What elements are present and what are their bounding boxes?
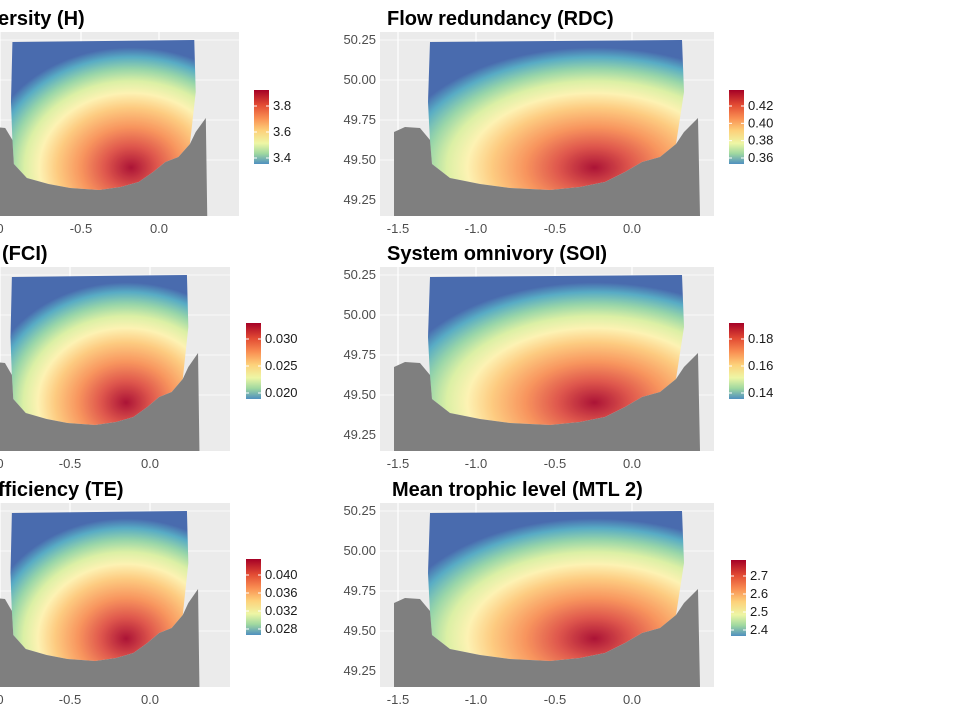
sea-texture — [10, 40, 196, 190]
panel-title: Mean trophic level (MTL 2) — [392, 479, 643, 501]
land-mass — [394, 353, 700, 451]
sea-heatmap — [428, 40, 684, 190]
y-tick-label: 50.25 — [343, 32, 376, 47]
legend-colorbar — [246, 323, 261, 399]
legend-tick-label: 2.4 — [750, 622, 768, 637]
x-tick-label: 0 — [0, 221, 4, 236]
legend-tick-label: 0.030 — [265, 331, 298, 346]
y-tick-label: 50.00 — [343, 72, 376, 87]
legend-tick-label: 0.18 — [748, 331, 773, 346]
panel-title: fficiency (TE) — [0, 479, 124, 501]
y-tick-label: 49.50 — [343, 152, 376, 167]
x-tick-label: -0.5 — [544, 456, 566, 471]
panel-title: System omnivory (SOI) — [387, 243, 608, 265]
legend-tick-label: 0.38 — [748, 133, 773, 148]
legend-tick-label: 0.036 — [265, 585, 298, 600]
x-tick-label: -1.0 — [465, 456, 487, 471]
legend-colorbar — [254, 90, 269, 164]
land-mass — [0, 118, 208, 216]
y-tick-label: 50.00 — [343, 543, 376, 558]
legend-tick-label: 0.020 — [265, 385, 298, 400]
y-tick-label: 50.25 — [343, 503, 376, 518]
map-panel: -1.5 -1.0 -0.5 0.0 50.25 50.00 49.75 49.50 49.25… — [343, 32, 773, 236]
legend-tick-label: 0.032 — [265, 603, 298, 618]
x-tick-label: 0.0 — [141, 692, 159, 707]
legend-tick-label: 0.040 — [265, 567, 298, 582]
sea-texture — [10, 511, 189, 661]
map-panel: -1.5 -1.0 -0.5 0.0 50.25 50.00 49.75 49.50 49.25… — [343, 267, 773, 471]
legend-colorbar — [246, 559, 261, 635]
legend-tick-label: 0.14 — [748, 385, 773, 400]
panel-title: (FCI) — [2, 243, 48, 265]
x-tick-label: -1.5 — [387, 221, 409, 236]
sea-heatmap — [10, 511, 189, 661]
sea-heatmap — [10, 40, 196, 190]
legend-tick-label: 0.42 — [748, 98, 773, 113]
x-tick-label: -1.0 — [465, 692, 487, 707]
x-tick-label: -0.5 — [59, 692, 81, 707]
x-tick-label: -0.5 — [59, 456, 81, 471]
x-tick-label: 0 — [0, 456, 4, 471]
legend-tick-label: 2.7 — [750, 568, 768, 583]
sea-heatmap — [428, 275, 684, 425]
x-tick-label: -1.5 — [387, 692, 409, 707]
x-tick-label: 0.0 — [623, 221, 641, 236]
sea-texture — [428, 275, 684, 425]
legend-colorbar — [729, 323, 744, 399]
y-tick-label: 49.50 — [343, 623, 376, 638]
y-tick-label: 49.75 — [343, 347, 376, 362]
land-mass — [394, 589, 700, 687]
x-tick-label: 0.0 — [623, 456, 641, 471]
y-tick-label: 49.25 — [343, 192, 376, 207]
y-tick-label: 49.75 — [343, 112, 376, 127]
x-tick-label: -0.5 — [544, 692, 566, 707]
x-tick-label: -1.0 — [465, 221, 487, 236]
legend-tick-label: 0.028 — [265, 621, 298, 636]
panel-title: Flow redundancy (RDC) — [387, 8, 614, 30]
x-tick-label: -0.5 — [544, 221, 566, 236]
land-mass — [394, 118, 700, 216]
legend-tick-label: 3.6 — [273, 124, 291, 139]
legend-tick-label: 0.16 — [748, 358, 773, 373]
y-tick-label: 49.25 — [343, 663, 376, 678]
sea-texture — [428, 40, 684, 190]
map-panel: -1.5 -1.0 -0.5 0.0 50.25 50.00 49.75 49.50 49.25… — [343, 503, 768, 707]
land-mass — [0, 353, 200, 451]
legend-tick-label: 3.8 — [273, 98, 291, 113]
legend-tick-label: 2.6 — [750, 586, 768, 601]
legend-tick-label: 0.36 — [748, 150, 773, 165]
legend-colorbar — [729, 90, 744, 164]
y-tick-label: 49.25 — [343, 427, 376, 442]
y-tick-label: 49.50 — [343, 387, 376, 402]
map-panel: 0 -0.5 0.0 3.8 3.6 3.4 — [0, 32, 291, 236]
legend-tick-label: 0.40 — [748, 115, 773, 130]
sea-heatmap — [10, 275, 189, 425]
legend-tick-label: 3.4 — [273, 150, 291, 165]
x-tick-label: 0.0 — [150, 221, 168, 236]
x-tick-label: -0.5 — [70, 221, 92, 236]
legend-tick-label: 0.025 — [265, 358, 298, 373]
map-panel: 0 -0.5 0.0 0.040 0.036 0.032 0.028 — [0, 503, 298, 707]
x-tick-label: -1.5 — [387, 456, 409, 471]
sea-texture — [10, 275, 189, 425]
y-tick-label: 49.75 — [343, 583, 376, 598]
y-tick-label: 50.00 — [343, 307, 376, 322]
x-tick-label: 0.0 — [141, 456, 159, 471]
sea-heatmap — [428, 511, 684, 661]
panel-title: ersity (H) — [0, 8, 85, 30]
legend-tick-label: 2.5 — [750, 604, 768, 619]
sea-texture — [428, 511, 684, 661]
x-tick-label: 0.0 — [623, 692, 641, 707]
land-mass — [0, 589, 200, 687]
y-tick-label: 50.25 — [343, 267, 376, 282]
legend-colorbar — [731, 560, 746, 636]
map-panel: 0 -0.5 0.0 0.030 0.025 0.020 — [0, 267, 298, 471]
x-tick-label: 0 — [0, 692, 4, 707]
